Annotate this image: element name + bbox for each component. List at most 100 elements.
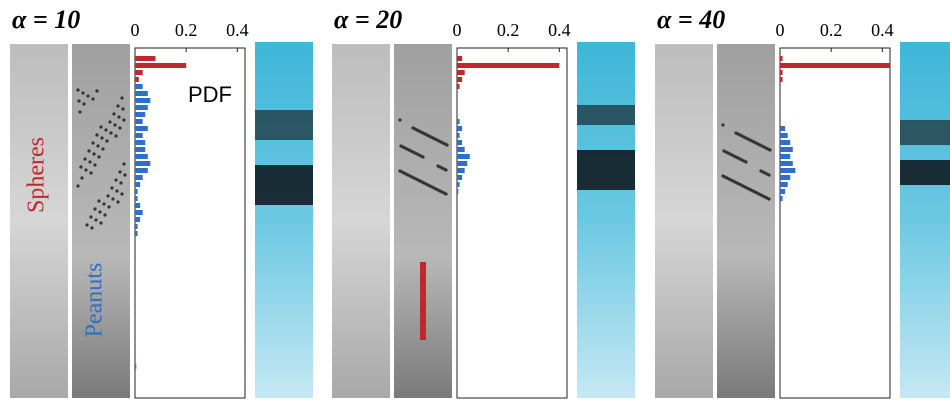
bar <box>780 140 790 145</box>
bar <box>457 140 462 145</box>
particle <box>88 160 91 163</box>
panel-title: α = 10 <box>12 5 80 34</box>
peanuts-photo <box>394 44 452 398</box>
model-strip <box>577 42 635 398</box>
bar <box>457 168 465 173</box>
model-band <box>900 160 950 185</box>
particle <box>86 94 89 97</box>
scale-bar <box>420 262 426 340</box>
model-band <box>255 110 313 140</box>
bar <box>457 182 460 187</box>
bar <box>780 189 785 194</box>
x-tick-label: 0 <box>776 20 785 40</box>
bar <box>135 98 150 103</box>
bar <box>780 182 788 187</box>
bar <box>135 140 145 145</box>
bar <box>457 133 460 138</box>
particle <box>118 170 121 173</box>
bar <box>135 70 143 75</box>
bar <box>457 161 467 166</box>
panel-title: α = 20 <box>334 5 402 34</box>
x-tick-label: 0.2 <box>820 20 843 40</box>
model-band <box>255 165 313 205</box>
x-tick-label: 0.4 <box>871 20 894 40</box>
particle <box>411 126 414 129</box>
bar <box>457 175 462 180</box>
bar <box>780 70 783 75</box>
particle <box>95 133 98 136</box>
bar <box>135 203 140 208</box>
bar <box>135 63 186 68</box>
bar <box>135 175 143 180</box>
bar <box>780 56 783 61</box>
bar <box>457 70 465 75</box>
particle <box>116 104 119 107</box>
series-label: Spheres <box>24 137 50 213</box>
particle <box>76 184 79 187</box>
particle <box>759 169 762 172</box>
bar <box>457 119 460 124</box>
particle <box>89 171 92 174</box>
particle <box>85 223 88 226</box>
particle <box>100 136 103 139</box>
bar <box>135 84 143 89</box>
particle <box>78 110 81 113</box>
particle <box>90 226 93 229</box>
particle <box>91 97 94 100</box>
particle <box>80 176 83 179</box>
bar <box>135 105 148 110</box>
particle <box>99 221 102 224</box>
particle <box>112 112 115 115</box>
particle <box>89 215 92 218</box>
model-strip <box>900 42 950 398</box>
particle <box>114 134 117 137</box>
model-band <box>577 150 635 190</box>
bar <box>135 147 145 152</box>
particle <box>109 131 112 134</box>
particle <box>122 118 125 121</box>
bar <box>457 126 462 131</box>
x-tick-label: 0.4 <box>226 20 249 40</box>
particle <box>120 192 123 195</box>
bar <box>780 175 790 180</box>
particle <box>101 147 104 150</box>
particle <box>82 102 85 105</box>
particle <box>106 194 109 197</box>
bar <box>780 63 890 68</box>
axis-label: PDF <box>188 82 232 107</box>
particle <box>77 99 80 102</box>
particle <box>722 149 725 152</box>
bar <box>135 196 138 201</box>
bar <box>457 77 462 82</box>
particle <box>436 164 439 167</box>
bar <box>135 189 138 194</box>
bar <box>135 231 138 236</box>
bar <box>135 133 143 138</box>
particle <box>105 139 108 142</box>
particle <box>110 186 113 189</box>
particle <box>95 89 98 92</box>
bar <box>135 182 140 187</box>
particle <box>97 155 100 158</box>
particle <box>99 125 102 128</box>
particle <box>119 181 122 184</box>
bar <box>780 126 785 131</box>
particle <box>84 168 87 171</box>
particle <box>721 123 724 126</box>
particle <box>93 207 96 210</box>
particle <box>107 205 110 208</box>
bar <box>135 126 148 131</box>
bar <box>780 147 793 152</box>
panel-title: α = 40 <box>657 5 725 34</box>
particle <box>98 210 101 213</box>
spheres-photo <box>332 44 390 398</box>
model-band <box>577 105 635 125</box>
particle <box>93 163 96 166</box>
bar <box>135 91 148 96</box>
bar <box>135 119 143 124</box>
bar <box>135 210 143 215</box>
bar <box>780 161 793 166</box>
particle <box>116 200 119 203</box>
series-label: Peanuts <box>82 263 108 338</box>
particle <box>398 169 401 172</box>
